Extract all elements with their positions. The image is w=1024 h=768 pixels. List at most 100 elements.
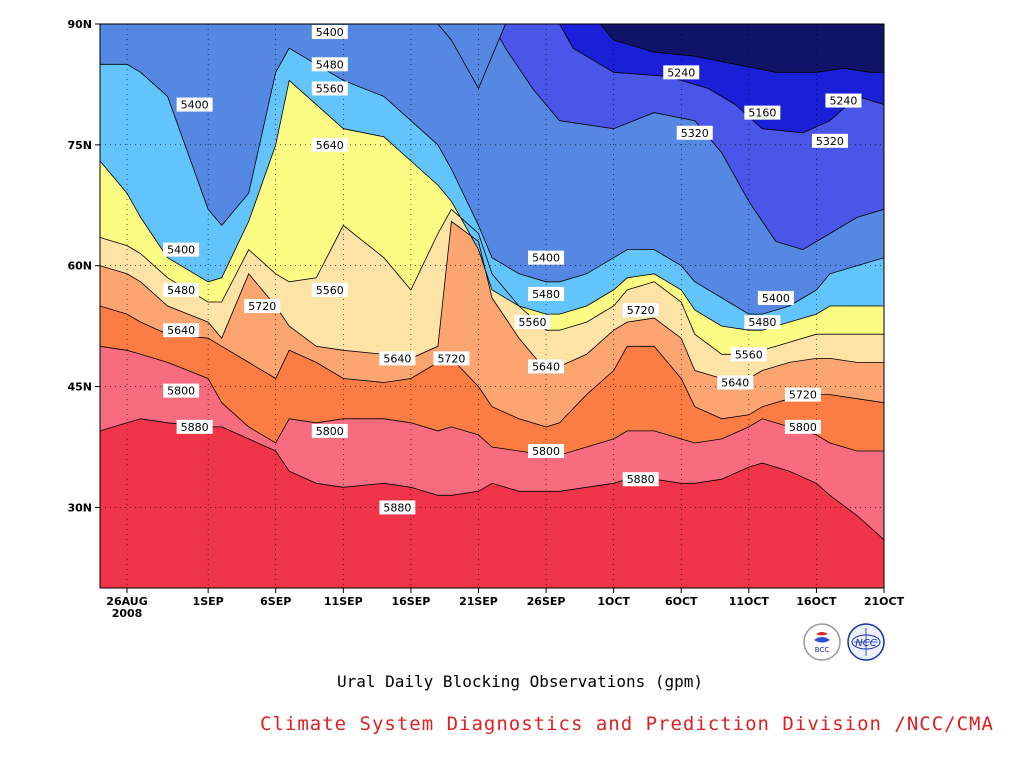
svg-text:5560: 5560 bbox=[316, 82, 344, 95]
contour-label: 5720 bbox=[622, 303, 659, 318]
contour-label: 5800 bbox=[163, 383, 200, 398]
contour-label: 5320 bbox=[811, 133, 848, 148]
plot-frame bbox=[99, 23, 885, 589]
contour-label: 5400 bbox=[176, 97, 213, 112]
y-tick-label: 90N bbox=[67, 18, 92, 31]
contour-label: 5720 bbox=[433, 351, 470, 366]
svg-text:5720: 5720 bbox=[789, 389, 817, 402]
y-axis: 90N 75N 60N 45N 30N bbox=[67, 18, 100, 514]
contour-label: 5800 bbox=[784, 419, 821, 434]
svg-text:5320: 5320 bbox=[681, 127, 709, 140]
bcc-logo: BCC bbox=[803, 623, 841, 661]
svg-text:5640: 5640 bbox=[721, 377, 749, 390]
x-tick-label: 11OCT bbox=[729, 595, 770, 608]
y-tick-label: 75N bbox=[67, 139, 92, 152]
y-tick-label: 60N bbox=[67, 260, 92, 273]
contour-label: 5640 bbox=[717, 375, 754, 390]
contour-label: 5640 bbox=[163, 323, 200, 338]
contour-label: 5640 bbox=[379, 351, 416, 366]
contour-line-5800 bbox=[100, 345, 884, 456]
contour-line-5480 bbox=[100, 79, 884, 331]
svg-text:5720: 5720 bbox=[437, 352, 465, 365]
svg-text:5880: 5880 bbox=[383, 501, 411, 514]
contour-label: 5400 bbox=[163, 242, 200, 257]
contour-label: 5160 bbox=[744, 105, 781, 120]
svg-text:5880: 5880 bbox=[627, 473, 655, 486]
svg-text:5880: 5880 bbox=[181, 421, 209, 434]
contour-line-5880 bbox=[100, 418, 884, 540]
contour-label: 5480 bbox=[311, 57, 348, 72]
contour-label: 5240 bbox=[825, 93, 862, 108]
svg-text:5240: 5240 bbox=[829, 95, 857, 108]
svg-text:5800: 5800 bbox=[532, 445, 560, 458]
x-tick-label: 6SEP bbox=[260, 595, 291, 608]
ncc-logo: NCC bbox=[847, 623, 885, 661]
svg-text:5640: 5640 bbox=[167, 324, 195, 337]
contour-label: 5480 bbox=[528, 286, 565, 301]
contour-label: 5240 bbox=[663, 65, 700, 80]
contour-label: 5480 bbox=[744, 315, 781, 330]
x-tick-label: 26SEP bbox=[527, 595, 566, 608]
contour-cell-5400-cell bbox=[437, 24, 506, 90]
svg-text:5800: 5800 bbox=[167, 385, 195, 398]
x-tick-label: 11SEP bbox=[324, 595, 363, 608]
contour-label: 5560 bbox=[311, 81, 348, 96]
x-tick-label: 21SEP bbox=[459, 595, 498, 608]
contour-label: 5400 bbox=[528, 250, 565, 265]
contour-label: 5400 bbox=[757, 290, 794, 305]
svg-text:5160: 5160 bbox=[748, 107, 776, 120]
svg-text:5800: 5800 bbox=[316, 425, 344, 438]
svg-text:5640: 5640 bbox=[316, 139, 344, 152]
contour-label: 5640 bbox=[528, 359, 565, 374]
contour-line-5720 bbox=[100, 305, 884, 428]
svg-text:5320: 5320 bbox=[816, 135, 844, 148]
contour-label: 5560 bbox=[311, 282, 348, 297]
svg-text:5800: 5800 bbox=[789, 421, 817, 434]
x-tick-label: 1OCT bbox=[597, 595, 630, 608]
svg-text:5400: 5400 bbox=[167, 244, 195, 257]
svg-text:5640: 5640 bbox=[532, 360, 560, 373]
credit-line: Climate System Diagnostics and Predictio… bbox=[260, 713, 994, 735]
contour-label: 5320 bbox=[676, 125, 713, 140]
contour-label: 5880 bbox=[622, 472, 659, 487]
svg-text:5400: 5400 bbox=[762, 292, 790, 305]
svg-text:5400: 5400 bbox=[181, 99, 209, 112]
x-tick-label: 26AUG bbox=[106, 595, 147, 608]
contour-lines bbox=[100, 47, 884, 540]
svg-text:5720: 5720 bbox=[248, 300, 276, 313]
svg-text:5400: 5400 bbox=[532, 252, 560, 265]
contour-labels: 5400 5480 5560 5640 5400 5400 5480 5640 5720 5560… bbox=[163, 25, 862, 515]
contour-line-5640 bbox=[100, 220, 884, 379]
contour-label: 5640 bbox=[311, 137, 348, 152]
svg-text:5640: 5640 bbox=[383, 352, 411, 365]
contour-cell-5160 bbox=[599, 24, 884, 73]
svg-text:5480: 5480 bbox=[316, 58, 344, 71]
svg-text:5400: 5400 bbox=[316, 26, 344, 39]
contour-label: 5560 bbox=[730, 347, 767, 362]
contour-label: 5880 bbox=[379, 500, 416, 515]
x-tick-label: 16OCT bbox=[796, 595, 837, 608]
x-tick-label: 1SEP bbox=[193, 595, 224, 608]
x-tick-label: 16SEP bbox=[391, 595, 430, 608]
contour-label: 5560 bbox=[514, 315, 551, 330]
chart-title: Ural Daily Blocking Observations (gpm) bbox=[336, 672, 704, 691]
x-tick-label: 6OCT bbox=[665, 595, 698, 608]
contour-label: 5720 bbox=[244, 299, 281, 313]
svg-text:5480: 5480 bbox=[532, 288, 560, 301]
contour-label: 5800 bbox=[528, 444, 565, 459]
svg-text:BCC: BCC bbox=[815, 646, 830, 654]
x-tick-label: 21OCT bbox=[864, 595, 905, 608]
y-tick-label: 30N bbox=[67, 501, 92, 514]
x-tick-sublabel: 2008 bbox=[112, 607, 143, 620]
svg-text:5480: 5480 bbox=[748, 316, 776, 329]
svg-text:NCC: NCC bbox=[855, 638, 876, 649]
svg-text:5560: 5560 bbox=[316, 284, 344, 297]
svg-text:5560: 5560 bbox=[519, 316, 547, 329]
contour-label: 5480 bbox=[163, 282, 200, 297]
contour-label: 5400 bbox=[311, 25, 348, 40]
y-tick-label: 45N bbox=[67, 381, 92, 394]
svg-text:5560: 5560 bbox=[735, 348, 763, 361]
contour-label: 5880 bbox=[176, 419, 213, 434]
